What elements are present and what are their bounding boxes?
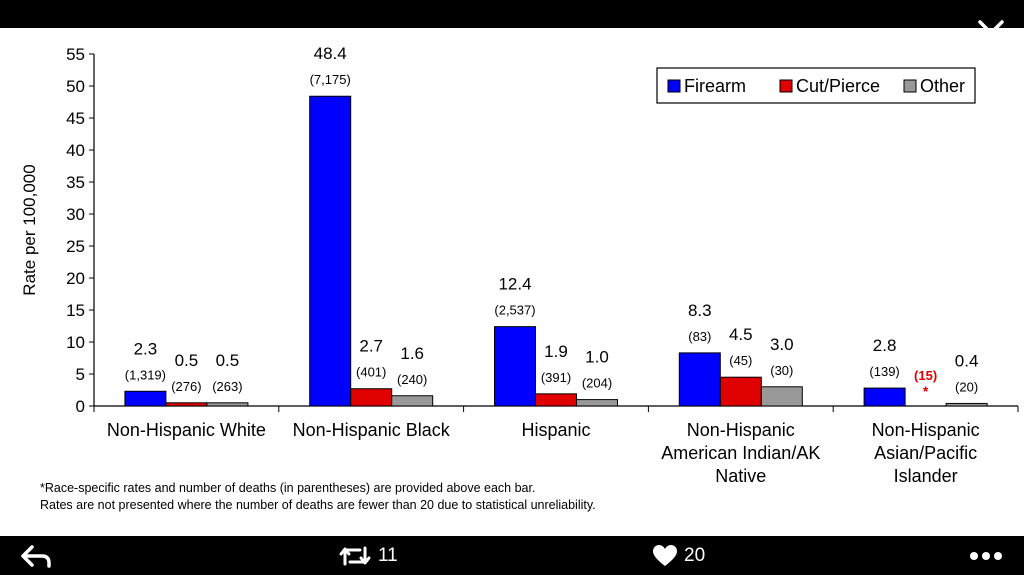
legend-label-firearm: Firearm [684, 76, 746, 96]
like-button[interactable]: 20 [652, 542, 705, 570]
image-area [0, 28, 1024, 545]
bar-firearm [863, 387, 906, 407]
bar-firearm [678, 352, 721, 407]
bar-chart: 0 5 10 15 20 25 30 35 40 45 50 55 Rate per 100,000 No… [20, 44, 1019, 512]
bar-count-label: (240) [397, 372, 427, 387]
retweet-icon [339, 546, 371, 566]
bar-value-label: 1.9 [544, 342, 568, 361]
more-icon [970, 552, 1002, 560]
x-category-label: Non-Hispanic White [107, 420, 266, 440]
retweet-button[interactable]: 11 [338, 542, 398, 570]
bar-count-label: (83) [688, 329, 711, 344]
bar-count-label: (391) [541, 370, 571, 385]
bar-count-label: (15) [914, 368, 937, 383]
bar-value-label: 0.5 [216, 351, 240, 370]
bar-value-label: 2.8 [873, 336, 897, 355]
bar-count-label: (7,175) [310, 72, 351, 87]
legend-label-other: Other [920, 76, 965, 96]
y-tick-label: 40 [66, 141, 85, 160]
bar-value-label: 48.4 [314, 44, 347, 63]
y-tick-label: 15 [66, 301, 85, 320]
retweet-count: 11 [378, 545, 398, 566]
bar-count-label: (263) [212, 379, 242, 394]
y-tick-label: 25 [66, 237, 85, 256]
bar-count-label: (30) [770, 363, 793, 378]
x-category-label: Non-Hispanic [687, 420, 795, 440]
bar-cut-pierce [165, 402, 208, 407]
y-tick-label: 45 [66, 109, 85, 128]
x-category-label: Asian/Pacific [874, 443, 977, 463]
legend-swatch-firearm [667, 79, 681, 93]
y-axis-label: Rate per 100,000 [20, 164, 39, 295]
bar-count-label: (139) [869, 364, 899, 379]
close-icon [978, 20, 1004, 46]
footnote: *Race-specific rates and number of death… [40, 481, 535, 495]
reply-button[interactable] [20, 542, 52, 570]
y-tick-label: 0 [76, 397, 85, 416]
y-tick-label: 35 [66, 173, 85, 192]
bar-count-label: (2,537) [494, 303, 535, 318]
legend-label-cut-pierce: Cut/Pierce [796, 76, 880, 96]
legend-swatch-cut-pierce [779, 79, 793, 93]
y-tick-label: 5 [76, 365, 85, 384]
bar-firearm [124, 390, 167, 407]
x-category-label: Non-Hispanic [872, 420, 980, 440]
y-tick-label: 30 [66, 205, 85, 224]
bar-other [760, 386, 803, 407]
y-tick-label: 10 [66, 333, 85, 352]
x-category-label: American Indian/AK [661, 443, 820, 463]
viewer-top-bar [0, 0, 1024, 28]
bar-count-label: (20) [955, 379, 978, 394]
action-bar: 11 20 [0, 536, 1024, 575]
bar-cut-pierce [719, 376, 762, 407]
bar-cut-pierce [535, 393, 577, 407]
bar-other [206, 402, 249, 407]
legend-swatch-other [903, 79, 917, 93]
bar-firearm [309, 95, 352, 407]
close-button[interactable] [976, 18, 1006, 48]
bar-count-label: (276) [171, 379, 201, 394]
bar-value-label: 12.4 [498, 275, 531, 294]
x-category-label: Native [715, 466, 766, 486]
bar-value-label: 4.5 [729, 325, 753, 344]
bar-value-label: 8.3 [688, 301, 712, 320]
bar-value-label: 1.0 [585, 348, 609, 367]
legend-box [656, 67, 976, 104]
y-tick-label: 50 [66, 77, 85, 96]
bar-value-label: 2.7 [359, 337, 383, 356]
bar-value-label: * [923, 383, 929, 399]
reply-icon [21, 545, 51, 568]
bar-other [576, 399, 618, 407]
bar-value-label: 1.6 [400, 344, 424, 363]
footnote: Rates are not presented where the number… [40, 498, 596, 512]
bar-count-label: (45) [729, 353, 752, 368]
y-tick-label: 55 [66, 45, 85, 64]
x-category-label: Non-Hispanic Black [293, 420, 451, 440]
x-category-label: Islander [894, 466, 958, 486]
bar-count-label: (1,319) [125, 367, 166, 382]
more-button[interactable] [968, 542, 1004, 570]
bar-count-label: (401) [356, 365, 386, 380]
bar-value-label: 2.3 [134, 339, 158, 358]
bar-cut-pierce [350, 388, 393, 407]
like-count: 20 [684, 545, 706, 566]
bar-other [945, 402, 988, 407]
bar-value-label: 0.5 [175, 351, 199, 370]
x-category-label: Hispanic [521, 420, 590, 440]
heart-icon [653, 545, 677, 566]
bar-count-label: (204) [582, 376, 612, 391]
y-tick-label: 20 [66, 269, 85, 288]
bar-value-label: 3.0 [770, 335, 794, 354]
bar-firearm [494, 326, 536, 407]
bar-other [391, 395, 434, 407]
bar-value-label: 0.4 [955, 351, 979, 370]
